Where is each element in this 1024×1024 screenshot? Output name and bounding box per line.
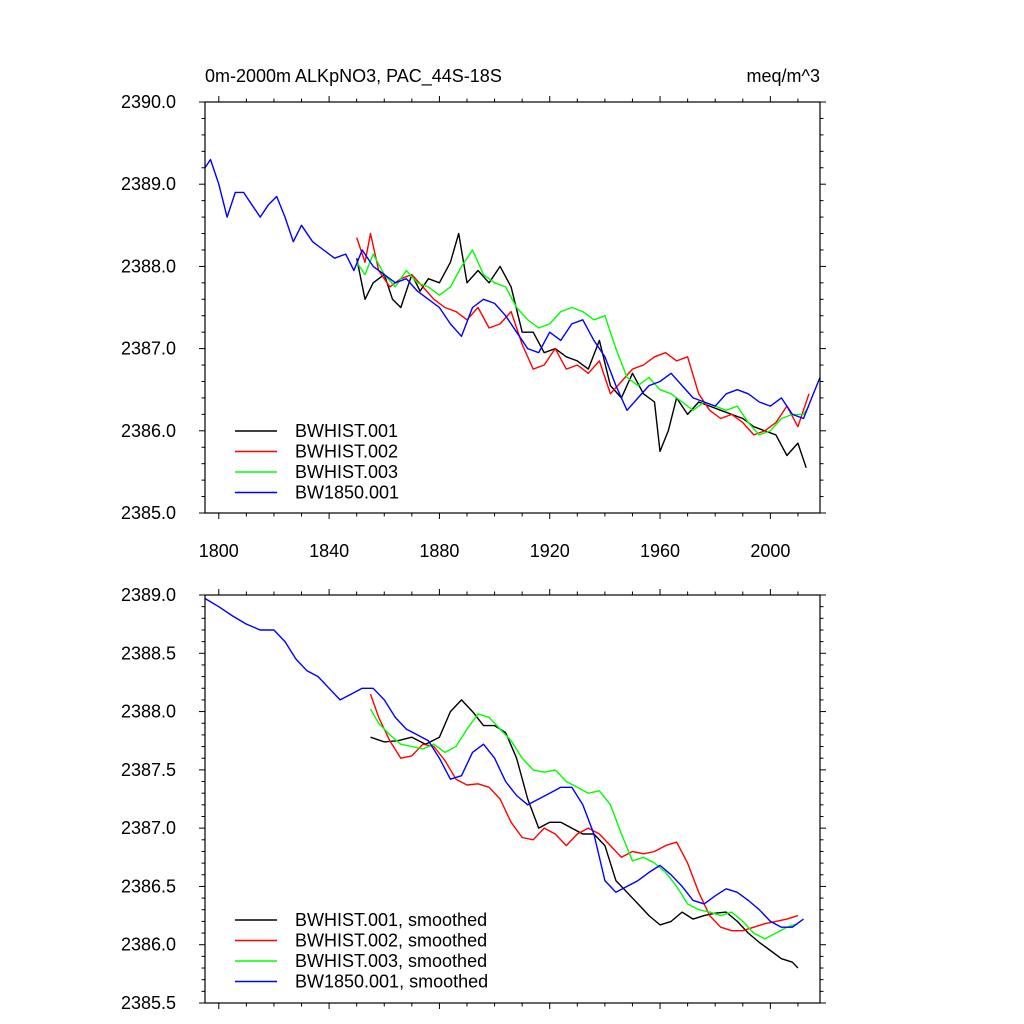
y-tick-label: 2387.5	[121, 760, 176, 780]
legend-label: BWHIST.001	[295, 421, 398, 441]
x-ticks	[218, 589, 799, 1009]
x-tick-label: 1920	[530, 541, 570, 561]
x-tick-label: 1880	[419, 541, 459, 561]
y-tick-label: 2386.0	[121, 935, 176, 955]
y-tick-label: 2388.5	[121, 643, 176, 663]
legend-label: BW1850.001	[295, 483, 399, 503]
legend-label: BWHIST.002	[295, 442, 398, 462]
series-line-2	[369, 693, 799, 932]
y-tick-label: 2385.0	[121, 503, 176, 523]
y-ticks: 2385.5 2386.0 2386.5 2387.0 2387.5 2388.0 2388…	[121, 585, 826, 1013]
y-tick-label: 2388.0	[121, 256, 176, 276]
legend-label: BWHIST.003, smoothed	[295, 951, 487, 971]
series-line-4	[204, 158, 821, 420]
series-line-4	[204, 597, 804, 928]
y-tick-label: 2389.0	[121, 585, 176, 605]
legend-label: BWHIST.001, smoothed	[295, 910, 487, 930]
y-tick-label: 2390.0	[121, 92, 176, 112]
series-lines	[204, 158, 821, 469]
y-tick-label: 2388.0	[121, 702, 176, 722]
legend-label: BWHIST.002, smoothed	[295, 931, 487, 951]
y-tick-label: 2389.0	[121, 174, 176, 194]
x-tick-label: 1960	[640, 541, 680, 561]
chart-title: 0m-2000m ALKpNO3, PAC_44S-18S	[205, 66, 502, 87]
series-line-2	[356, 232, 810, 436]
y-ticks: 2385.0 2386.0 2387.0 2388.0 2389.0 2390.0	[121, 92, 826, 523]
x-tick-label: 2000	[750, 541, 790, 561]
legend-label: BW1850.001, smoothed	[295, 972, 488, 992]
y-tick-label: 2385.5	[121, 993, 176, 1013]
x-tick-label: 1800	[199, 541, 239, 561]
plot-frame	[204, 594, 821, 1004]
y-tick-label: 2386.5	[121, 876, 176, 896]
y-tick-label: 2386.0	[121, 421, 176, 441]
series-line-3	[369, 708, 799, 940]
y-tick-label: 2387.0	[121, 818, 176, 838]
x-ticks: 1800 1840 1880 1920 1960 2000	[199, 96, 799, 561]
bottom-panel: 2385.5 2386.0 2386.5 2387.0 2387.5 2388.0 2388…	[121, 585, 826, 1013]
top-panel: 0m-2000m ALKpNO3, PAC_44S-18S meq/m^3 18…	[121, 66, 826, 561]
y-tick-label: 2387.0	[121, 339, 176, 359]
units-label: meq/m^3	[747, 66, 820, 86]
x-tick-label: 1840	[309, 541, 349, 561]
plot-frame	[204, 101, 821, 514]
series-lines	[204, 597, 804, 969]
series-line-1	[356, 232, 807, 469]
legend-label: BWHIST.003	[295, 462, 398, 482]
series-line-3	[356, 249, 810, 436]
